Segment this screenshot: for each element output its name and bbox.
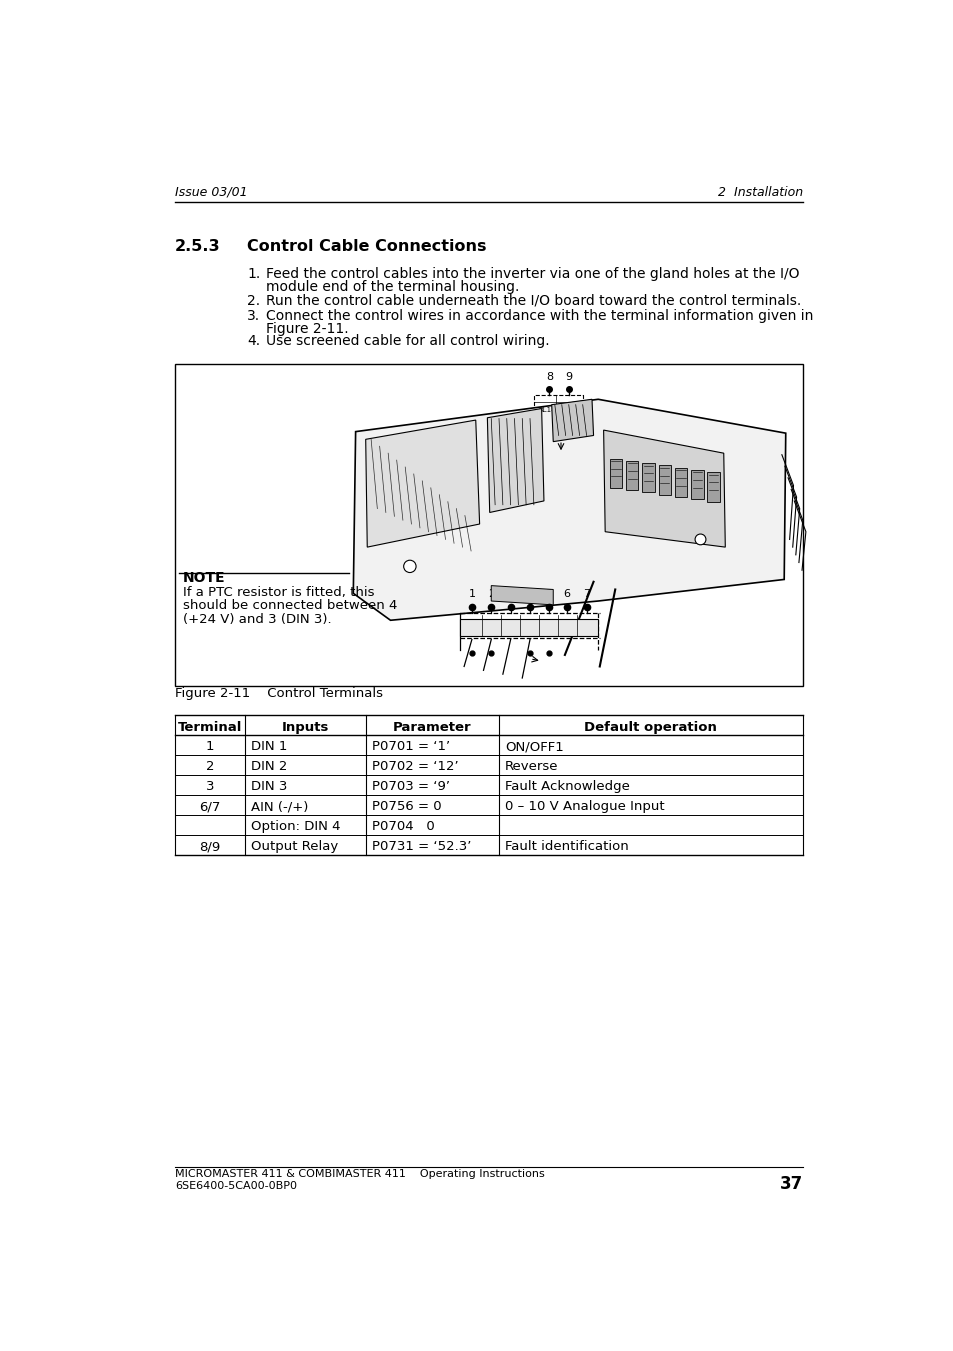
Polygon shape [603,430,724,547]
Text: 1: 1 [468,589,475,600]
Text: DIN1: DIN1 [462,620,480,628]
Text: +24V: +24V [518,620,540,628]
Text: RL1-C: RL1-C [558,408,578,413]
Text: 6/7: 6/7 [199,800,220,813]
Text: 2  Installation: 2 Installation [717,186,802,199]
Bar [641,463,654,493]
Text: 7: 7 [582,589,590,600]
Text: Terminal: Terminal [177,721,242,734]
Text: 2.: 2. [247,293,260,308]
Text: Control Cable Connections: Control Cable Connections [247,239,486,254]
Polygon shape [551,400,593,442]
Text: Output Relay: Output Relay [251,840,338,854]
Text: ON/OFF1: ON/OFF1 [505,740,563,754]
Polygon shape [365,420,479,547]
Text: 0V: 0V [543,620,553,628]
Text: If a PTC resistor is fitted, this: If a PTC resistor is fitted, this [183,585,374,598]
Text: DIN3: DIN3 [500,620,519,628]
Text: should be connected between 4: should be connected between 4 [183,600,396,612]
Polygon shape [487,408,543,512]
Text: 8/9: 8/9 [199,840,220,854]
Text: 6SE6400-5CA00-0BP0: 6SE6400-5CA00-0BP0 [174,1181,296,1190]
Text: DIN 1: DIN 1 [251,740,287,754]
Text: AIN-: AIN- [558,620,575,628]
Text: 37: 37 [779,1174,802,1193]
Text: Figure 2-11.: Figure 2-11. [266,322,349,336]
Text: 8: 8 [545,372,553,382]
Bar [609,458,621,488]
Bar [707,473,720,501]
Bar [691,470,703,500]
Text: 2.5.3: 2.5.3 [174,239,220,254]
Bar [174,363,802,686]
Text: 3: 3 [507,589,514,600]
Text: 2: 2 [206,761,214,773]
Text: Use screened cable for all control wiring.: Use screened cable for all control wirin… [266,335,550,349]
Text: 1: 1 [206,740,214,754]
Text: DIN2: DIN2 [481,620,500,628]
Text: 4: 4 [526,589,533,600]
Bar [658,466,670,494]
Text: P0703 = ‘9’: P0703 = ‘9’ [372,781,450,793]
Text: Connect the control wires in accordance with the terminal information given in: Connect the control wires in accordance … [266,309,813,323]
Text: RL1-B: RL1-B [537,408,558,413]
Text: MICROMASTER 411 & COMBIMASTER 411    Operating Instructions: MICROMASTER 411 & COMBIMASTER 411 Operat… [174,1169,544,1179]
Text: 0 – 10 V Analogue Input: 0 – 10 V Analogue Input [505,800,664,813]
Text: 4.: 4. [247,335,260,349]
Text: Run the control cable underneath the I/O board toward the control terminals.: Run the control cable underneath the I/O… [266,293,801,308]
Text: P0701 = ‘1’: P0701 = ‘1’ [372,740,450,754]
Text: Reverse: Reverse [505,761,558,773]
Bar [625,461,638,490]
Text: Option: DIN 4: Option: DIN 4 [251,820,340,834]
Text: AIN+: AIN+ [577,620,596,628]
Text: P0704   0: P0704 0 [372,820,435,834]
Text: Fault identification: Fault identification [505,840,628,854]
Polygon shape [353,400,785,620]
Text: Figure 2-11    Control Terminals: Figure 2-11 Control Terminals [174,688,383,700]
Text: DIN 2: DIN 2 [251,761,287,773]
Text: P0702 = ‘12’: P0702 = ‘12’ [372,761,458,773]
Text: module end of the terminal housing.: module end of the terminal housing. [266,280,519,293]
Text: Fault Acknowledge: Fault Acknowledge [505,781,629,793]
Text: AIN (-/+): AIN (-/+) [251,800,308,813]
Text: Issue 03/01: Issue 03/01 [174,186,248,199]
Text: 5: 5 [544,589,552,600]
Circle shape [695,534,705,544]
Text: Feed the control cables into the inverter via one of the gland holes at the I/O: Feed the control cables into the inverte… [266,266,800,281]
Bar [534,396,582,426]
Text: 3: 3 [206,781,214,793]
Text: P0731 = ‘52.3’: P0731 = ‘52.3’ [372,840,471,854]
Circle shape [403,561,416,573]
Text: Inputs: Inputs [281,721,329,734]
Text: DIN 3: DIN 3 [251,781,287,793]
Bar [459,620,598,636]
Text: 9: 9 [564,372,572,382]
Text: NOTE: NOTE [183,570,225,585]
Text: 6: 6 [563,589,570,600]
Text: (+24 V) and 3 (DIN 3).: (+24 V) and 3 (DIN 3). [183,613,331,627]
Bar [674,467,686,497]
Text: Default operation: Default operation [584,721,717,734]
Text: 1.: 1. [247,266,260,281]
Text: Parameter: Parameter [393,721,471,734]
Polygon shape [491,585,553,605]
Text: 3.: 3. [247,309,260,323]
Text: 2: 2 [487,589,495,600]
Text: P0756 = 0: P0756 = 0 [372,800,441,813]
